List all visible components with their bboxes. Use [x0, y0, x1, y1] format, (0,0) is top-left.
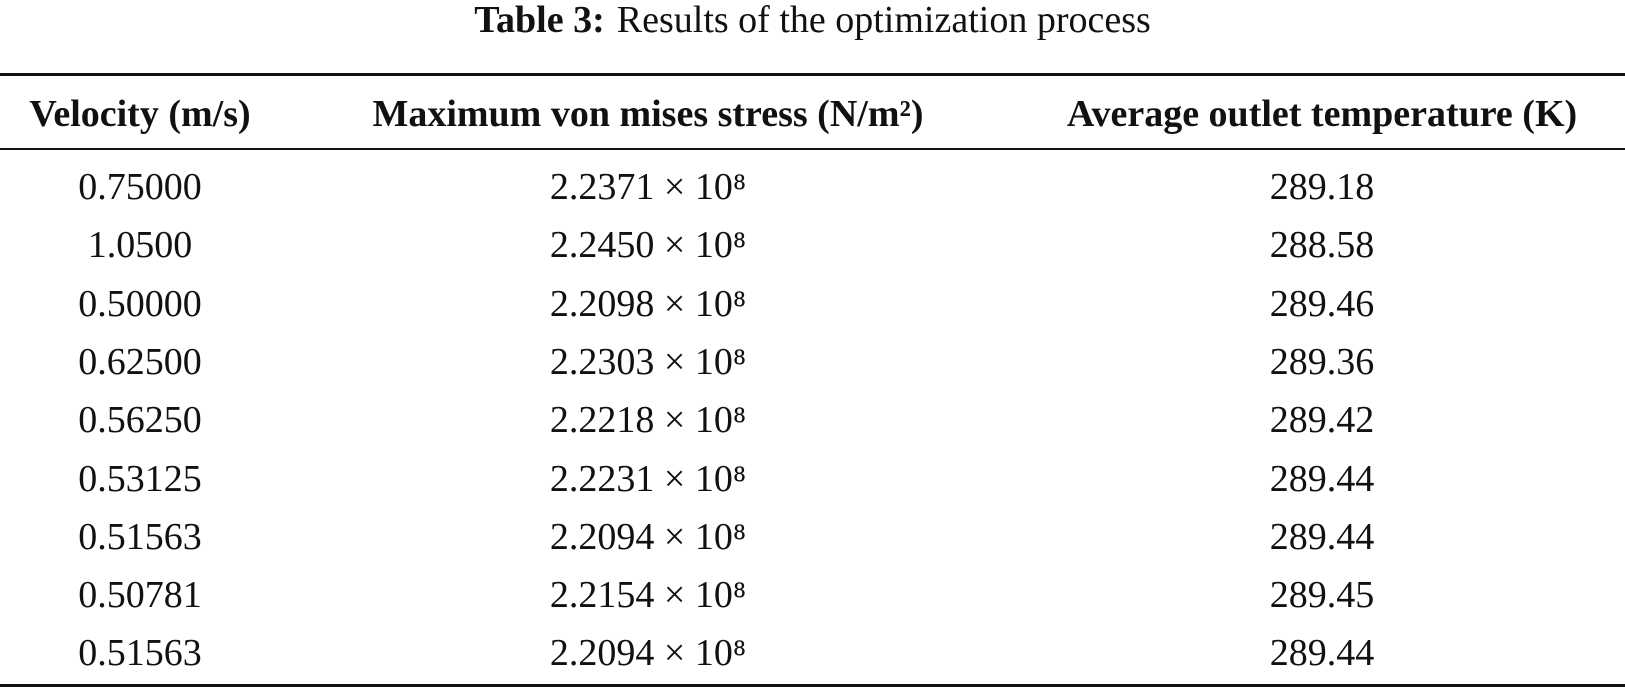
column-header: Velocity (m/s) [29, 93, 251, 135]
table-cell: 2.2231 × 10⁸ [549, 457, 747, 500]
table-cell: 289.44 [1269, 457, 1375, 500]
caption-text: Results of the optimization process [616, 0, 1151, 41]
table-cell: 0.53125 [78, 457, 202, 500]
table-cell: 0.56250 [78, 399, 202, 442]
table-cell: 2.2371 × 10⁸ [549, 166, 747, 208]
table-cell: 0.62500 [78, 340, 202, 383]
header-rule [0, 148, 1625, 150]
table-cell: 289.42 [1269, 399, 1375, 442]
table-cell: 289.45 [1269, 574, 1375, 617]
table-cell: 288.58 [1269, 224, 1375, 267]
bottom-rule [0, 684, 1625, 687]
table-cell: 1.0500 [87, 224, 193, 267]
table-cell: 2.2218 × 10⁸ [549, 399, 747, 442]
table-cell: 0.50000 [78, 282, 202, 325]
table-cell: 289.46 [1269, 282, 1375, 325]
table-cell: 289.18 [1269, 166, 1375, 208]
caption: Table 3: Results of the optimization proc… [0, 0, 1625, 40]
caption-label: Table 3: [474, 0, 605, 41]
table-cell: 289.44 [1269, 632, 1375, 675]
table-cell: 2.2450 × 10⁸ [549, 224, 747, 267]
top-rule [0, 73, 1625, 76]
table-cell: 2.2098 × 10⁸ [549, 282, 747, 325]
table-cell: 289.44 [1269, 515, 1375, 558]
column-header: Average outlet temperature (K) [1066, 93, 1578, 135]
table-cell: 2.2303 × 10⁸ [549, 340, 747, 383]
table-cell: 2.2094 × 10⁸ [549, 632, 747, 675]
table-cell: 0.75000 [78, 166, 202, 208]
table-cell: 289.36 [1269, 340, 1375, 383]
column-header: Maximum von mises stress (N/m²) [372, 93, 924, 135]
table-cell: 0.50781 [78, 574, 202, 617]
table-cell: 0.51563 [78, 515, 202, 558]
table-cell: 0.51563 [78, 632, 202, 675]
table-cell: 2.2154 × 10⁸ [549, 574, 747, 617]
table-cell: 2.2094 × 10⁸ [549, 515, 747, 558]
